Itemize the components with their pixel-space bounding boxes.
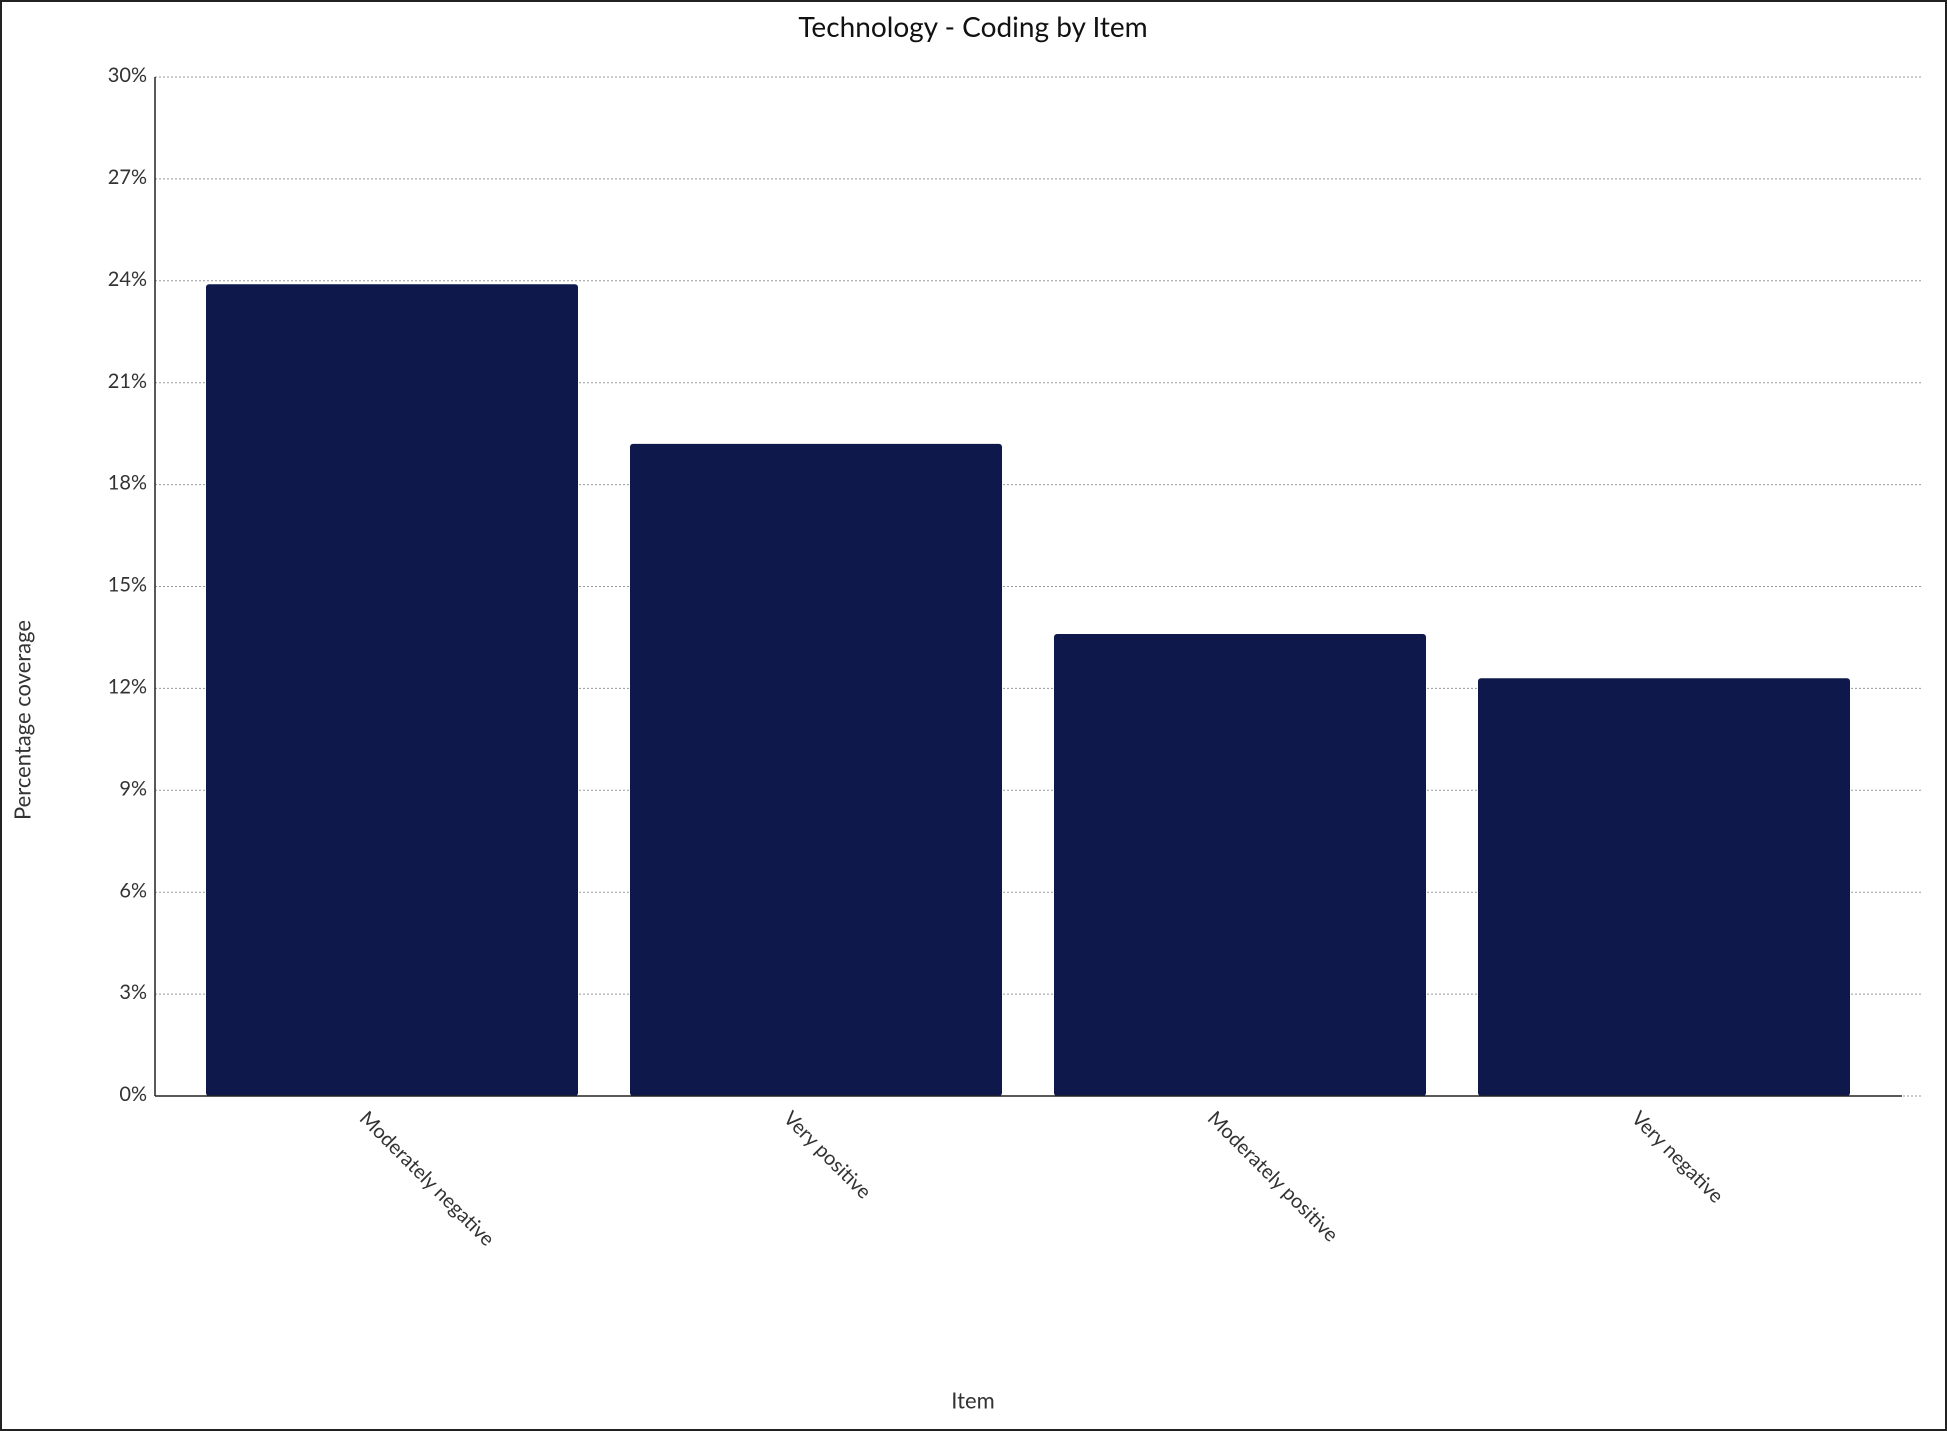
y-tick-label: 27%	[108, 165, 147, 189]
y-tick-label: 0%	[119, 1082, 147, 1106]
chart-title: Technology - Coding by Item	[798, 9, 1147, 43]
y-tick-label: 6%	[119, 878, 147, 902]
y-tick-label: 24%	[108, 267, 147, 291]
x-axis-label: Item	[951, 1387, 994, 1414]
y-tick-label: 15%	[108, 573, 147, 597]
y-tick-label: 30%	[108, 63, 147, 87]
y-tick-label: 21%	[108, 369, 147, 393]
bar	[1478, 678, 1850, 1096]
y-tick-label: 9%	[119, 776, 147, 800]
y-tick-label: 18%	[108, 471, 147, 495]
y-axis-label: Percentage coverage	[9, 620, 36, 820]
y-tick-label: 12%	[108, 674, 147, 698]
bar	[1054, 634, 1426, 1096]
bar	[630, 443, 1002, 1097]
bar	[206, 284, 578, 1096]
y-tick-label: 3%	[119, 980, 147, 1004]
